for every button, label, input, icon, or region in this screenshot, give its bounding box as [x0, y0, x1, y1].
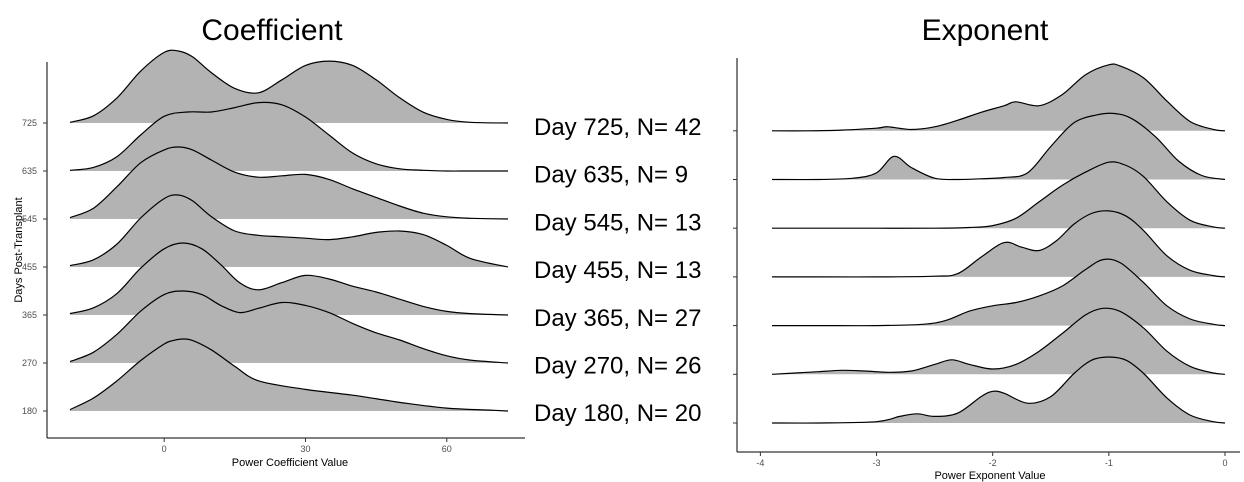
- exponent-ridge-line-6: [771, 63, 1226, 132]
- day-annotation-1: Day 635, N= 9: [534, 162, 688, 189]
- coefficient-ridges: [69, 49, 509, 412]
- coefficient-ridge-line-0: [69, 338, 509, 412]
- exponent-x-ticks: -4 -3 -2 -1 0: [756, 452, 1228, 468]
- exponent-ridge-line-1: [771, 307, 1226, 375]
- coefficient-y-tick-label-0: 180: [22, 406, 37, 416]
- coefficient-x-tick-label-2: 60: [442, 444, 452, 454]
- exponent-ridge-line-2: [771, 258, 1226, 327]
- coefficient-y-tick-label-5: 635: [22, 166, 37, 176]
- coefficient-ridge-fill-6: [70, 50, 508, 123]
- coefficient-x-label: Power Coefficient Value: [232, 457, 348, 469]
- coefficient-ridge-line-1: [69, 290, 509, 364]
- exponent-x-tick-label-0: -4: [756, 458, 764, 468]
- coefficient-ridge-line-4: [69, 146, 509, 220]
- coefficient-ridge-line-6: [69, 49, 509, 124]
- day-annotation-6: Day 180, N= 20: [534, 400, 701, 427]
- coefficient-title: Coefficient: [201, 14, 343, 47]
- coefficient-y-tick-label-2: 365: [22, 310, 37, 320]
- exponent-ridge-fill-6: [772, 64, 1225, 131]
- day-annotation-5: Day 270, N= 26: [534, 353, 701, 380]
- coefficient-y-tick-label-4: 545: [22, 214, 37, 224]
- exponent-x-tick-label-1: -3: [873, 458, 881, 468]
- exponent-ridge-line-0: [771, 356, 1226, 424]
- coefficient-y-tick-label-6: 725: [22, 118, 37, 128]
- coefficient-x-tick-label-1: 30: [300, 444, 310, 454]
- exponent-ridge-fill-0: [772, 357, 1225, 424]
- exponent-title: Exponent: [922, 14, 1049, 47]
- day-annotation-3: Day 455, N= 13: [534, 257, 701, 284]
- coefficient-y-tick-label-1: 270: [22, 358, 37, 368]
- exponent-x-tick-label-3: -1: [1105, 458, 1113, 468]
- coefficient-y-label: Days Post-Transplant: [13, 197, 25, 302]
- exponent-x-tick-label-4: 0: [1222, 458, 1227, 468]
- exponent-y-ticks: [733, 130, 737, 424]
- exponent-x-label: Power Exponent Value: [934, 470, 1045, 482]
- day-annotation-4: Day 365, N= 27: [534, 305, 701, 332]
- coefficient-x-ticks: 0 30 60: [162, 438, 452, 454]
- exponent-chart: Exponent -4 -3 -2 -1 0 Power Exponent Value: [733, 14, 1240, 482]
- exponent-ridges: [771, 63, 1226, 424]
- coefficient-x-tick-label-0: 0: [162, 444, 167, 454]
- coefficient-ridge-line-5: [69, 101, 508, 172]
- day-annotations: Day 725, N= 42 Day 635, N= 9 Day 545, N= 1…: [534, 114, 701, 427]
- exponent-ridge-line-4: [772, 161, 1226, 229]
- day-annotation-2: Day 545, N= 13: [534, 209, 701, 236]
- day-annotation-0: Day 725, N= 42: [534, 114, 701, 141]
- coefficient-ridge-line-2: [69, 242, 509, 316]
- exponent-ridge-line-5: [771, 112, 1226, 181]
- coefficient-ridge-line-3: [69, 194, 509, 268]
- coefficient-y-tick-label-3: 455: [22, 262, 37, 272]
- coefficient-ridge-fill-0: [70, 338, 508, 411]
- coefficient-y-ticks: 725 635 545 455 365 270 180: [22, 118, 47, 416]
- exponent-ridge-line-3: [771, 210, 1226, 278]
- exponent-x-tick-label-2: -2: [989, 458, 997, 468]
